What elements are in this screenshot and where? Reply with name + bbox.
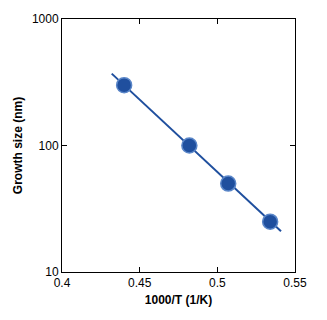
svg-text:100: 100 [39, 139, 59, 153]
svg-text:1000/T (1/K): 1000/T (1/K) [145, 293, 212, 307]
svg-text:0.5: 0.5 [209, 276, 226, 290]
svg-text:10: 10 [45, 265, 59, 279]
svg-text:Growth size (nm): Growth size (nm) [11, 97, 25, 194]
svg-text:1000: 1000 [32, 12, 59, 26]
svg-text:0.45: 0.45 [128, 276, 152, 290]
svg-text:0.4: 0.4 [54, 276, 71, 290]
svg-text:0.55: 0.55 [283, 276, 307, 290]
